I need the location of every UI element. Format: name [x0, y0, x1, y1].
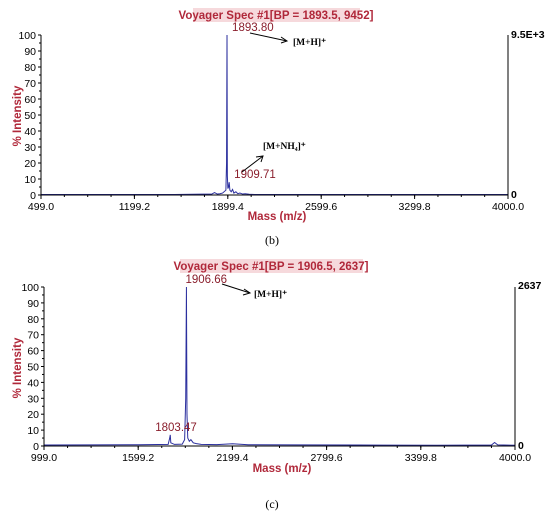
- annotation-arrowhead: [242, 288, 252, 296]
- x-ticks: 499.0 1199.2 1899.4 2599.6 3299.8 4000.0: [28, 195, 524, 213]
- panel-label: (c): [265, 497, 278, 511]
- y-tick-label: 50: [27, 362, 39, 374]
- chart-title: Voyager Spec #1[BP = 1893.5, 9452]: [179, 10, 374, 22]
- spectrum-line: [43, 286, 516, 446]
- annotation-label: [M+NH₄]⁺: [263, 142, 306, 152]
- y-tick-label: 10: [27, 425, 39, 437]
- y-tick-label: 20: [24, 158, 36, 170]
- x-tick-label: 1599.2: [122, 452, 154, 464]
- spectrum-line: [41, 34, 508, 196]
- annotation-arrow: [241, 155, 264, 173]
- y-ticks: 0 10 20 30 40 50 60 70 80 90 100: [21, 282, 44, 453]
- y-tick-label: 80: [24, 62, 36, 74]
- y-tick-label: 80: [27, 314, 39, 326]
- y-tick-label: 100: [18, 30, 36, 42]
- y-tick-label: 10: [24, 174, 36, 186]
- annotation-arrow: [221, 283, 251, 294]
- spectrum-panel-b: Voyager Spec #1[BP = 1893.5, 9452] % Int…: [12, 8, 545, 247]
- y-tick-label: 100: [21, 282, 39, 294]
- right-axis-max-label: 9.5E+3: [511, 29, 545, 41]
- x-tick-label: 999.0: [31, 452, 57, 464]
- x-tick-label: 499.0: [28, 201, 54, 213]
- x-axis-label: Mass (m/z): [253, 463, 312, 475]
- right-axis-min-label: 0: [518, 440, 524, 452]
- title-background: [193, 8, 360, 22]
- y-tick-label: 40: [27, 377, 39, 389]
- annotation-mh: [M+H]⁺: [221, 283, 287, 300]
- y-tick-label: 50: [24, 110, 36, 122]
- y-tick-label: 30: [27, 393, 39, 405]
- peak-label: 1906.66: [185, 274, 227, 286]
- x-tick-label: 1899.4: [212, 201, 244, 213]
- y-tick-label: 40: [24, 126, 36, 138]
- axis-frame: [40, 35, 508, 196]
- peak-label: 1909.71: [234, 169, 276, 181]
- right-axis-min-label: 0: [511, 189, 517, 201]
- x-tick-label: 4000.0: [492, 201, 524, 213]
- annotation-label: [M+H]⁺: [254, 290, 287, 300]
- y-tick-label: 60: [27, 346, 39, 358]
- y-tick-label: 0: [30, 190, 36, 202]
- y-ticks: 0 10 20 30 40 50 60 70 80 90 100: [18, 30, 41, 202]
- y-tick-label: 90: [27, 298, 39, 310]
- y-tick-label: 30: [24, 142, 36, 154]
- y-axis-label: % Intensity: [12, 85, 24, 146]
- y-axis-label: % Intensity: [12, 337, 24, 398]
- annotation-mnh4: [M+NH₄]⁺: [241, 142, 306, 173]
- x-axis-label: Mass (m/z): [248, 211, 307, 223]
- right-axis-max-label: 2637: [518, 280, 542, 292]
- annotation-arrow: [249, 32, 288, 42]
- y-tick-label: 70: [24, 78, 36, 90]
- x-tick-label: 1199.2: [119, 201, 150, 213]
- panel-label: (b): [265, 233, 279, 247]
- y-tick-label: 0: [33, 441, 39, 453]
- x-tick-label: 3299.8: [399, 201, 431, 213]
- title-background: [180, 259, 363, 273]
- peak-labels: 1893.80 1909.71: [232, 22, 276, 181]
- chart-title: Voyager Spec #1[BP = 1906.5, 2637]: [174, 261, 369, 273]
- y-tick-label: 20: [27, 409, 39, 421]
- annotation-label: [M+H]⁺: [293, 38, 326, 48]
- x-ticks: 999.0 1599.2 2199.4 2799.6 3399.8 4000.0: [31, 446, 531, 464]
- x-tick-label: 4000.0: [499, 452, 531, 464]
- peak-label: 1803.47: [155, 422, 197, 434]
- x-tick-label: 3399.8: [405, 452, 437, 464]
- y-tick-label: 70: [27, 330, 39, 342]
- x-tick-label: 2799.6: [311, 452, 343, 464]
- x-tick-label: 2199.4: [216, 452, 248, 464]
- annotation-arrowhead: [280, 36, 289, 44]
- y-tick-label: 60: [24, 94, 36, 106]
- axis-frame: [43, 287, 515, 447]
- y-tick-label: 90: [24, 46, 36, 58]
- annotation-mh: [M+H]⁺: [249, 32, 326, 48]
- peak-labels: 1906.66 1803.47: [155, 274, 227, 434]
- annotation-arrowhead: [255, 155, 264, 163]
- peak-label: 1893.80: [232, 22, 274, 34]
- x-tick-label: 2599.6: [305, 201, 337, 213]
- spectrum-panel-c: Voyager Spec #1[BP = 1906.5, 2637] % Int…: [12, 259, 542, 511]
